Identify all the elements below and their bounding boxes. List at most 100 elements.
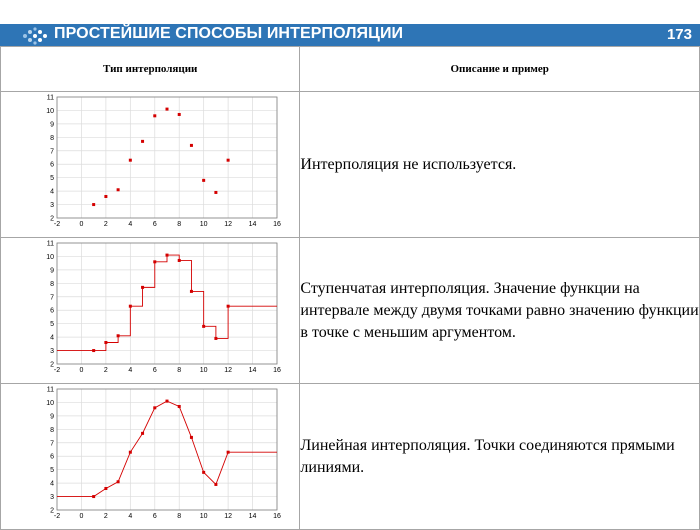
x-tick-label: 2 [104, 221, 108, 228]
data-point [116, 480, 120, 484]
data-point [92, 203, 96, 207]
y-tick-label: 5 [50, 321, 54, 328]
data-point [128, 158, 132, 162]
x-tick-label: 16 [273, 513, 281, 520]
data-point [189, 289, 193, 293]
data-point [141, 431, 145, 435]
x-tick-label: 4 [128, 513, 132, 520]
dots-logo-icon [23, 27, 47, 45]
x-tick-label: 8 [177, 367, 181, 374]
chart-linear-interpolation: -2 0 2 4 6 8 10 12 14 16 2 3 4 5 6 7 8 9 10 11 [46, 387, 281, 521]
data-point [226, 450, 230, 454]
data-point [128, 450, 132, 454]
y-tick-label: 5 [50, 175, 54, 182]
plot-frame [56, 388, 278, 511]
row-description: Ступенчатая интерполяция. Значение функц… [299, 237, 700, 384]
y-tick-label: 10 [46, 254, 54, 261]
data-point [189, 143, 193, 147]
chart-step-interpolation: -2 0 2 4 6 8 10 12 14 16 2 3 4 5 6 7 8 9 10 11 [46, 241, 281, 375]
y-tick-label: 8 [50, 427, 54, 434]
data-point [202, 178, 206, 182]
y-tick-label: 11 [47, 387, 54, 394]
data-point [104, 486, 108, 490]
x-tick-label: 10 [200, 367, 208, 374]
x-tick-label: 16 [273, 367, 281, 374]
x-tick-label: 4 [128, 367, 132, 374]
plot-frame [56, 96, 278, 219]
table-row: -2 0 2 4 6 8 10 12 14 16 2 3 4 5 6 7 8 9 10 11 Линейная инт… [0, 383, 700, 530]
y-tick-label: 9 [50, 121, 54, 128]
data-point [226, 158, 230, 162]
data-point [92, 495, 96, 499]
data-point [153, 114, 157, 118]
data-point [141, 139, 145, 143]
data-point [104, 194, 108, 198]
y-tick-label: 10 [46, 108, 54, 115]
y-tick-label: 7 [50, 148, 54, 155]
chart-no-interpolation: -2 0 2 4 6 8 10 12 14 16 2 3 4 5 6 7 8 9 10 11 [46, 95, 281, 229]
data-point [189, 435, 193, 439]
y-tick-label: 2 [50, 362, 54, 369]
y-tick-label: 4 [50, 481, 54, 488]
x-tick-label: 8 [177, 513, 181, 520]
page-number: 173 [666, 26, 692, 43]
y-tick-label: 2 [50, 216, 54, 223]
y-tick-label: 7 [50, 294, 54, 301]
y-tick-label: 3 [50, 494, 54, 501]
series-line [57, 400, 277, 498]
table-header-row: Тип интерполяции Описание и пример [0, 46, 700, 92]
x-tick-label: 10 [200, 221, 208, 228]
x-tick-label: 14 [249, 367, 257, 374]
y-tick-label: 6 [50, 454, 54, 461]
data-point [153, 260, 157, 264]
x-tick-label: 6 [153, 221, 157, 228]
chart-cell: -2 0 2 4 6 8 10 12 14 16 2 3 4 5 6 7 8 9 10 11 [0, 237, 301, 384]
plot-frame [56, 242, 278, 365]
data-point [104, 340, 108, 344]
y-tick-label: 6 [50, 162, 54, 169]
x-tick-label: -2 [54, 221, 60, 228]
row-description: Линейная интерполяция. Точки соединяются… [299, 383, 700, 530]
slide-title: ПРОСТЕЙШИЕ СПОСОБЫ ИНТЕРПОЛЯЦИИ [54, 25, 404, 42]
slide-header: ПРОСТЕЙШИЕ СПОСОБЫ ИНТЕРПОЛЯЦИИ 173 [0, 24, 700, 46]
y-tick-label: 9 [50, 267, 54, 274]
y-tick-label: 10 [46, 400, 54, 407]
data-point [177, 404, 181, 408]
x-tick-label: 12 [224, 513, 232, 520]
y-tick-label: 6 [50, 308, 54, 315]
x-tick-label: 14 [249, 221, 257, 228]
x-tick-label: 2 [104, 367, 108, 374]
data-point [141, 285, 145, 289]
data-point [202, 470, 206, 474]
interpolation-table: Тип интерполяции Описание и пример -2 0 2 4… [0, 46, 700, 530]
x-tick-label: 0 [79, 367, 83, 374]
data-point [116, 188, 120, 192]
data-point [165, 107, 169, 111]
y-tick-label: 8 [50, 135, 54, 142]
y-tick-label: 4 [50, 189, 54, 196]
chart-cell: -2 0 2 4 6 8 10 12 14 16 2 3 4 5 6 7 8 9 10 11 [0, 91, 301, 238]
data-point [214, 190, 218, 194]
y-tick-label: 2 [50, 508, 54, 515]
data-point [165, 399, 169, 403]
y-tick-label: 8 [50, 281, 54, 288]
x-tick-label: 12 [224, 221, 232, 228]
x-tick-label: 14 [249, 513, 257, 520]
y-tick-label: 5 [50, 467, 54, 474]
y-tick-label: 3 [50, 202, 54, 209]
x-tick-label: 0 [79, 513, 83, 520]
x-tick-label: -2 [54, 367, 60, 374]
data-point [214, 482, 218, 486]
data-point [177, 258, 181, 262]
y-tick-label: 9 [50, 413, 54, 420]
y-tick-label: 7 [50, 440, 54, 447]
series-line [57, 254, 277, 352]
data-point [214, 336, 218, 340]
chart-cell: -2 0 2 4 6 8 10 12 14 16 2 3 4 5 6 7 8 9 10 11 [0, 383, 301, 530]
data-point [226, 304, 230, 308]
x-tick-label: 10 [200, 513, 208, 520]
x-tick-label: 8 [177, 221, 181, 228]
y-tick-label: 11 [47, 241, 54, 248]
y-tick-label: 3 [50, 348, 54, 355]
x-tick-label: -2 [54, 513, 60, 520]
